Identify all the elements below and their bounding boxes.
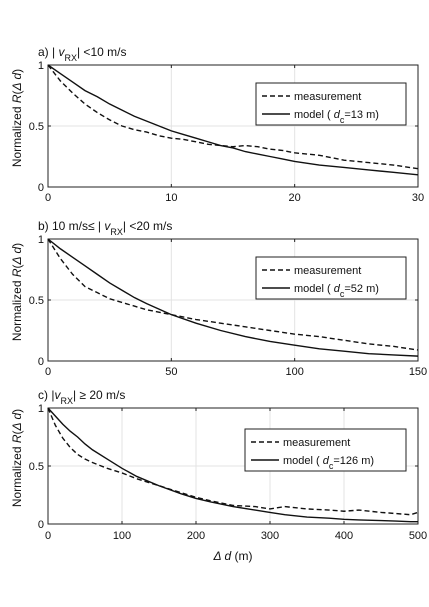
chart-panel-1: 0 10 20 30 0 0.5 1a) | vRX| <10 m/s Normalized … [10,45,424,204]
legend: measurement model ( dc=13 m) [255,82,407,126]
y-tick-label: 0.5 [29,295,44,307]
panel-title: a) | vRX| <10 m/s [38,45,126,63]
x-tick-label: 20 [289,192,301,204]
measurement-line [47,64,419,170]
legend-box [255,82,407,126]
x-axis-label: Δ d (m) [213,549,253,563]
x-tick-label: 0 [45,192,51,204]
legend-box [255,256,407,300]
y-axis-label: Normalized R(Δ d) [10,243,24,341]
legend-entry: measurement [283,437,350,449]
y-axis-label: Normalized R(Δ d) [10,69,24,167]
x-tick-label: 500 [409,530,427,542]
model-line [47,407,418,523]
y-tick-label: 0 [38,356,44,368]
legend-entry: model ( dc=52 m) [294,283,379,299]
legend-entry: measurement [294,91,361,103]
x-tick-label: 0 [45,366,51,378]
x-tick-label: 300 [261,530,279,542]
measurement-line [47,238,419,351]
chart-panel-3: 0 100 200 300 400 500 0 0.5 1c) |vRX| ≥ 20 m/s No… [10,388,427,542]
x-tick-label: 100 [285,366,303,378]
chart-panel-2: 0 50 100 150 0 0.5 1b) 10 m/s≤ | vRX| <20 m/s N… [10,219,427,378]
legend: measurement model ( dc=126 m) [244,428,407,472]
legend-entry: model ( dc=126 m) [283,455,374,471]
x-tick-label: 200 [187,530,205,542]
x-tick-label: 10 [165,192,177,204]
model-line [47,238,419,357]
x-tick-label: 50 [165,366,177,378]
y-tick-label: 0 [38,182,44,194]
legend-box [244,428,407,472]
x-tick-label: 100 [113,530,131,542]
legend-entry: measurement [294,265,361,277]
legend-entry: model ( dc=13 m) [294,109,379,125]
y-tick-label: 0 [38,519,44,531]
panel-title: c) |vRX| ≥ 20 m/s [38,388,125,406]
y-tick-label: 0.5 [29,121,44,133]
x-tick-label: 0 [45,530,51,542]
y-tick-label: 1 [38,60,44,72]
x-tick-label: 150 [409,366,427,378]
y-tick-label: 1 [38,403,44,415]
x-tick-label: 400 [335,530,353,542]
model-line [47,64,419,176]
panel-title: b) 10 m/s≤ | vRX| <20 m/s [38,219,172,237]
legend: measurement model ( dc=52 m) [255,256,407,300]
x-tick-label: 30 [412,192,424,204]
y-tick-label: 1 [38,234,44,246]
y-tick-label: 0.5 [29,461,44,473]
measurement-line [47,407,419,516]
y-axis-label: Normalized R(Δ d) [10,409,24,507]
